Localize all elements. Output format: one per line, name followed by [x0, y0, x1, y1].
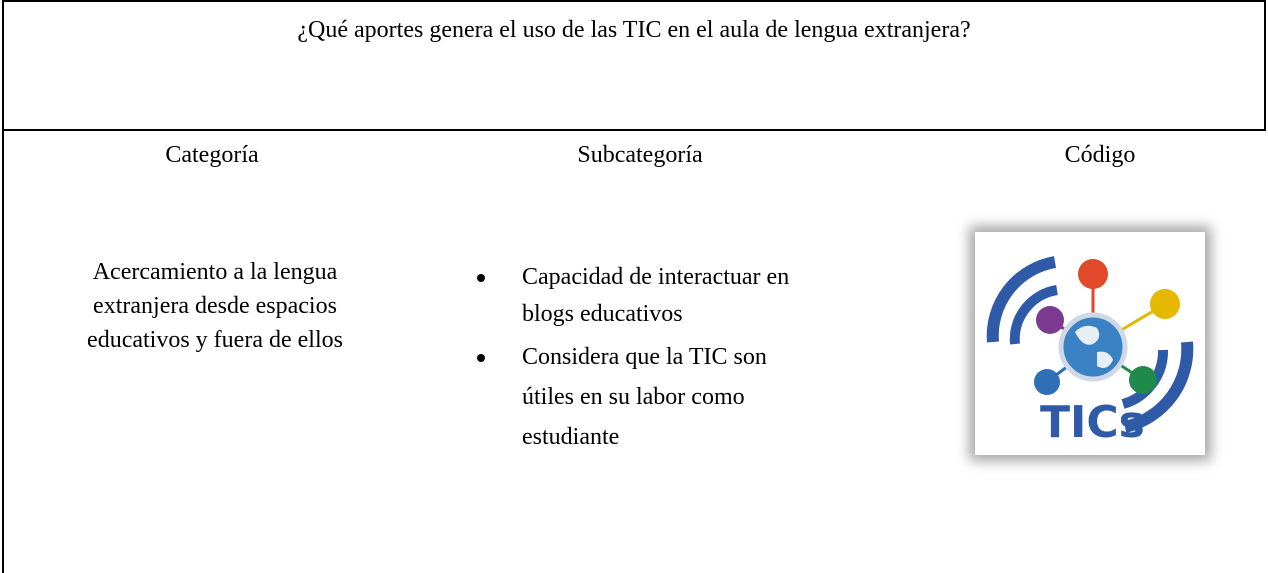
category-line: Acercamiento a la lengua: [92, 259, 338, 285]
subcategory-line: blogs educativos: [522, 301, 683, 327]
category-line: educativos y fuera de ellos: [87, 327, 343, 353]
subcategory-line: Considera que la TIC son: [522, 344, 767, 370]
border-top: [2, 0, 1266, 2]
border-right: [1264, 0, 1266, 130]
header: Categoría: [165, 142, 259, 168]
row-divider: [2, 129, 1266, 131]
header: Subcategoría: [577, 142, 703, 168]
bullet: [477, 354, 485, 362]
tics-logo: TICs: [975, 232, 1205, 455]
logo-text: TICs: [1040, 397, 1145, 448]
title: ¿Qué aportes genera el uso de las TIC en…: [297, 17, 971, 43]
logo-graphic: TICs: [986, 256, 1194, 448]
subcategory-line: Capacidad de interactuar en: [522, 264, 790, 290]
subcategory-line: estudiante: [522, 424, 620, 450]
bullet: [477, 274, 485, 282]
border-left: [2, 0, 4, 573]
header: Código: [1064, 142, 1136, 168]
subcategory-line: útiles en su labor como: [522, 384, 745, 410]
category-line: extranjera desde espacios: [93, 293, 337, 319]
